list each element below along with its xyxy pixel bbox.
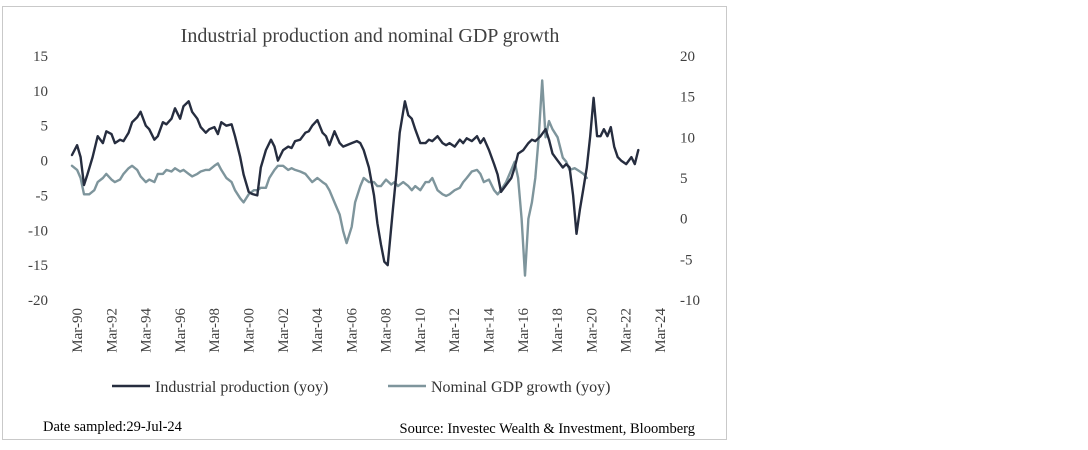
left-tick-label-2: 5 [41,119,49,135]
x-tick-label-15: Mar-20 [584,308,600,353]
x-tick-label-17: Mar-24 [653,308,669,353]
legend-label-industrial: Industrial production (yoy) [155,379,328,396]
right-axis: 20 15 10 5 0 -5 -10 [680,49,700,309]
x-tick-label-7: Mar-04 [310,308,326,353]
right-tick-label-6: -10 [680,293,700,309]
left-axis: 15 10 5 0 -5 -10 -15 -20 [28,49,48,309]
plot-lines [70,79,640,277]
left-tick-label-3: 0 [41,154,49,170]
x-tick-label-6: Mar-02 [276,308,292,353]
right-tick-label-1: 15 [680,90,695,106]
chart-frame [2,6,727,440]
right-tick-label-5: -5 [680,252,693,268]
chart-title: Industrial production and nominal GDP gr… [181,25,560,47]
legend: Industrial production (yoy) Nominal GDP … [112,379,610,396]
x-tick-label-12: Mar-14 [482,308,498,353]
x-tick-label-13: Mar-16 [516,308,532,353]
right-tick-label-3: 5 [680,171,688,187]
x-tick-label-10: Mar-10 [413,308,429,353]
x-tick-label-3: Mar-96 [173,308,189,353]
left-tick-label-1: 10 [33,84,48,100]
right-tick-label-0: 20 [680,49,695,65]
x-tick-label-14: Mar-18 [550,308,566,353]
x-tick-label-4: Mar-98 [207,308,223,353]
x-tick-label-11: Mar-12 [447,308,463,353]
x-axis: Mar-90 Mar-92 Mar-94 Mar-96 Mar-98 Mar-00 Mar-… [70,308,669,353]
series-line-nominal-gdp [70,79,588,277]
x-tick-label-2: Mar-94 [139,308,155,353]
x-tick-label-1: Mar-92 [104,308,120,353]
right-tick-label-2: 10 [680,130,695,146]
x-tick-label-9: Mar-08 [379,308,395,353]
legend-label-gdp: Nominal GDP growth (yoy) [431,379,610,396]
source-note: Source: Investec Wealth & Investment, Bl… [400,421,695,437]
x-tick-label-8: Mar-06 [344,308,360,353]
left-tick-label-4: -5 [36,188,49,204]
left-tick-label-0: 15 [33,49,48,65]
x-tick-label-0: Mar-90 [70,308,86,353]
left-tick-label-5: -10 [28,223,48,239]
left-tick-label-7: -20 [28,293,48,309]
x-tick-label-5: Mar-00 [241,308,257,353]
series-line-industrial-production [70,96,640,267]
date-sampled: Date sampled:29-Jul-24 [43,419,183,435]
x-tick-label-16: Mar-22 [619,308,635,353]
right-tick-label-4: 0 [680,212,688,228]
left-tick-label-6: -15 [28,258,48,274]
